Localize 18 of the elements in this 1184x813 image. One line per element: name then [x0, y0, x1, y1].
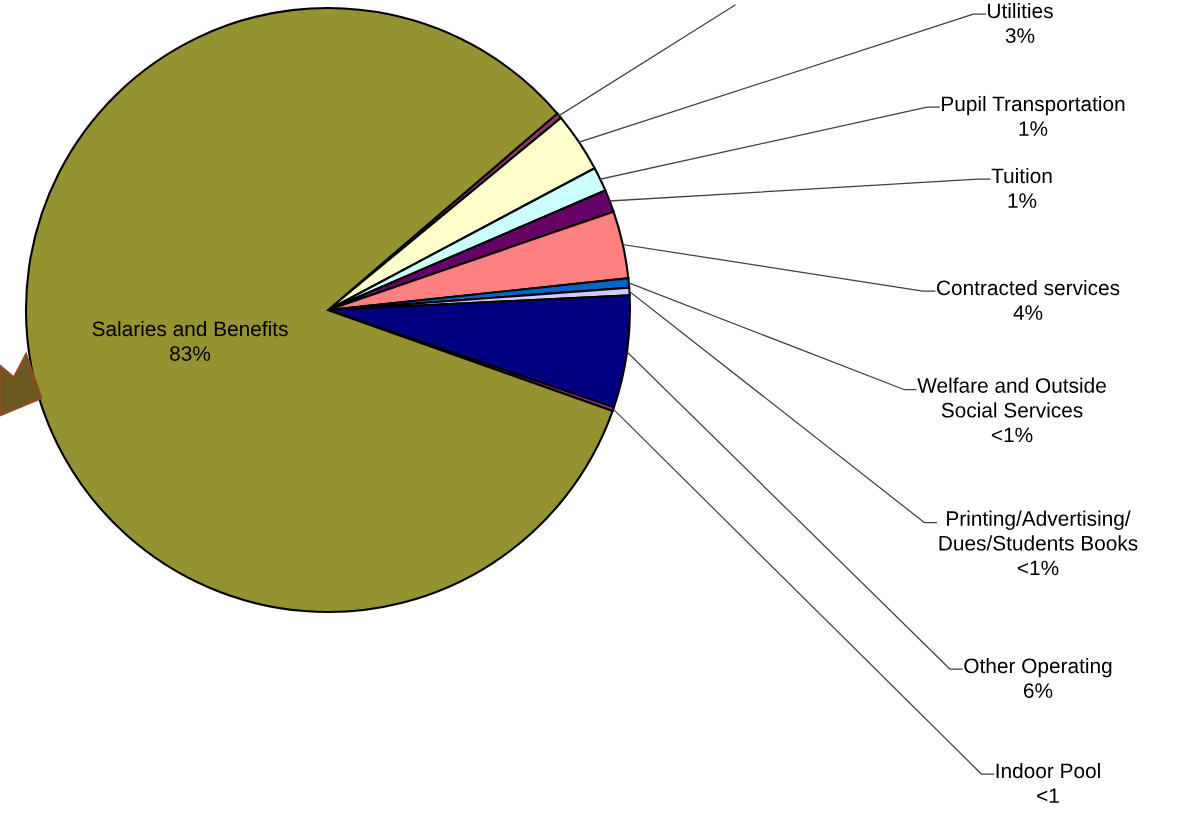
data-label: <1 [1037, 788, 1059, 803]
slice-label: Other Operating [964, 657, 1112, 678]
slice-label: Utilities [988, 2, 1053, 19]
slice-label: Printing/Advertising/ Dues/Students Books [939, 510, 1138, 551]
data-label: <1% [1017, 560, 1059, 576]
data-label: 3% [1005, 28, 1035, 43]
slice-label: Welfare and Outside Social Services [917, 377, 1106, 418]
slice-label: Salaries and Benefits [92, 320, 288, 337]
data-label: 4% [1013, 305, 1043, 320]
slice-label: Contracted services [937, 279, 1120, 296]
data-label: <1% [991, 427, 1033, 443]
data-label: 1% [1008, 193, 1037, 208]
slice-label: Tuition [991, 167, 1052, 184]
data-label: 6% [1024, 683, 1053, 698]
slice-label: Indoor Pool [996, 762, 1100, 779]
data-label: 1% [1019, 121, 1048, 136]
slice-label: Pupil Transportation [942, 95, 1125, 116]
data-label: 83% [170, 346, 211, 361]
